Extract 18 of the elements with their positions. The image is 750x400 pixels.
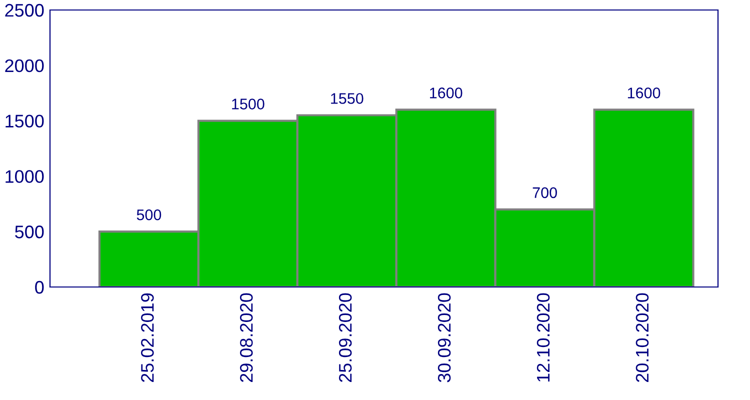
y-tick-label: 0 (35, 280, 44, 294)
y-tick-label: 500 (15, 226, 44, 238)
data-label: 500 (136, 209, 162, 220)
y-tick-label: 2500 (5, 4, 44, 17)
y-tick-label: 1000 (6, 170, 44, 183)
y-tick-label: 2000 (5, 59, 44, 72)
x-tick-label: 25.09.2020 (338, 293, 352, 382)
y-tick-label: 1500 (6, 114, 44, 128)
data-label: 1550 (331, 93, 364, 104)
data-label: 1500 (232, 98, 264, 110)
x-tick-label: 20.10.2020 (636, 293, 649, 382)
x-tick-label: 29.08.2020 (240, 293, 253, 382)
data-label: 1600 (628, 88, 660, 98)
data-label: 700 (532, 187, 557, 198)
x-tick-label: 30.09.2020 (438, 293, 451, 382)
x-tick-label: 12.10.2020 (536, 293, 550, 382)
data-label: 1600 (430, 88, 462, 98)
x-tick-label: 25.02.2019 (141, 293, 154, 382)
